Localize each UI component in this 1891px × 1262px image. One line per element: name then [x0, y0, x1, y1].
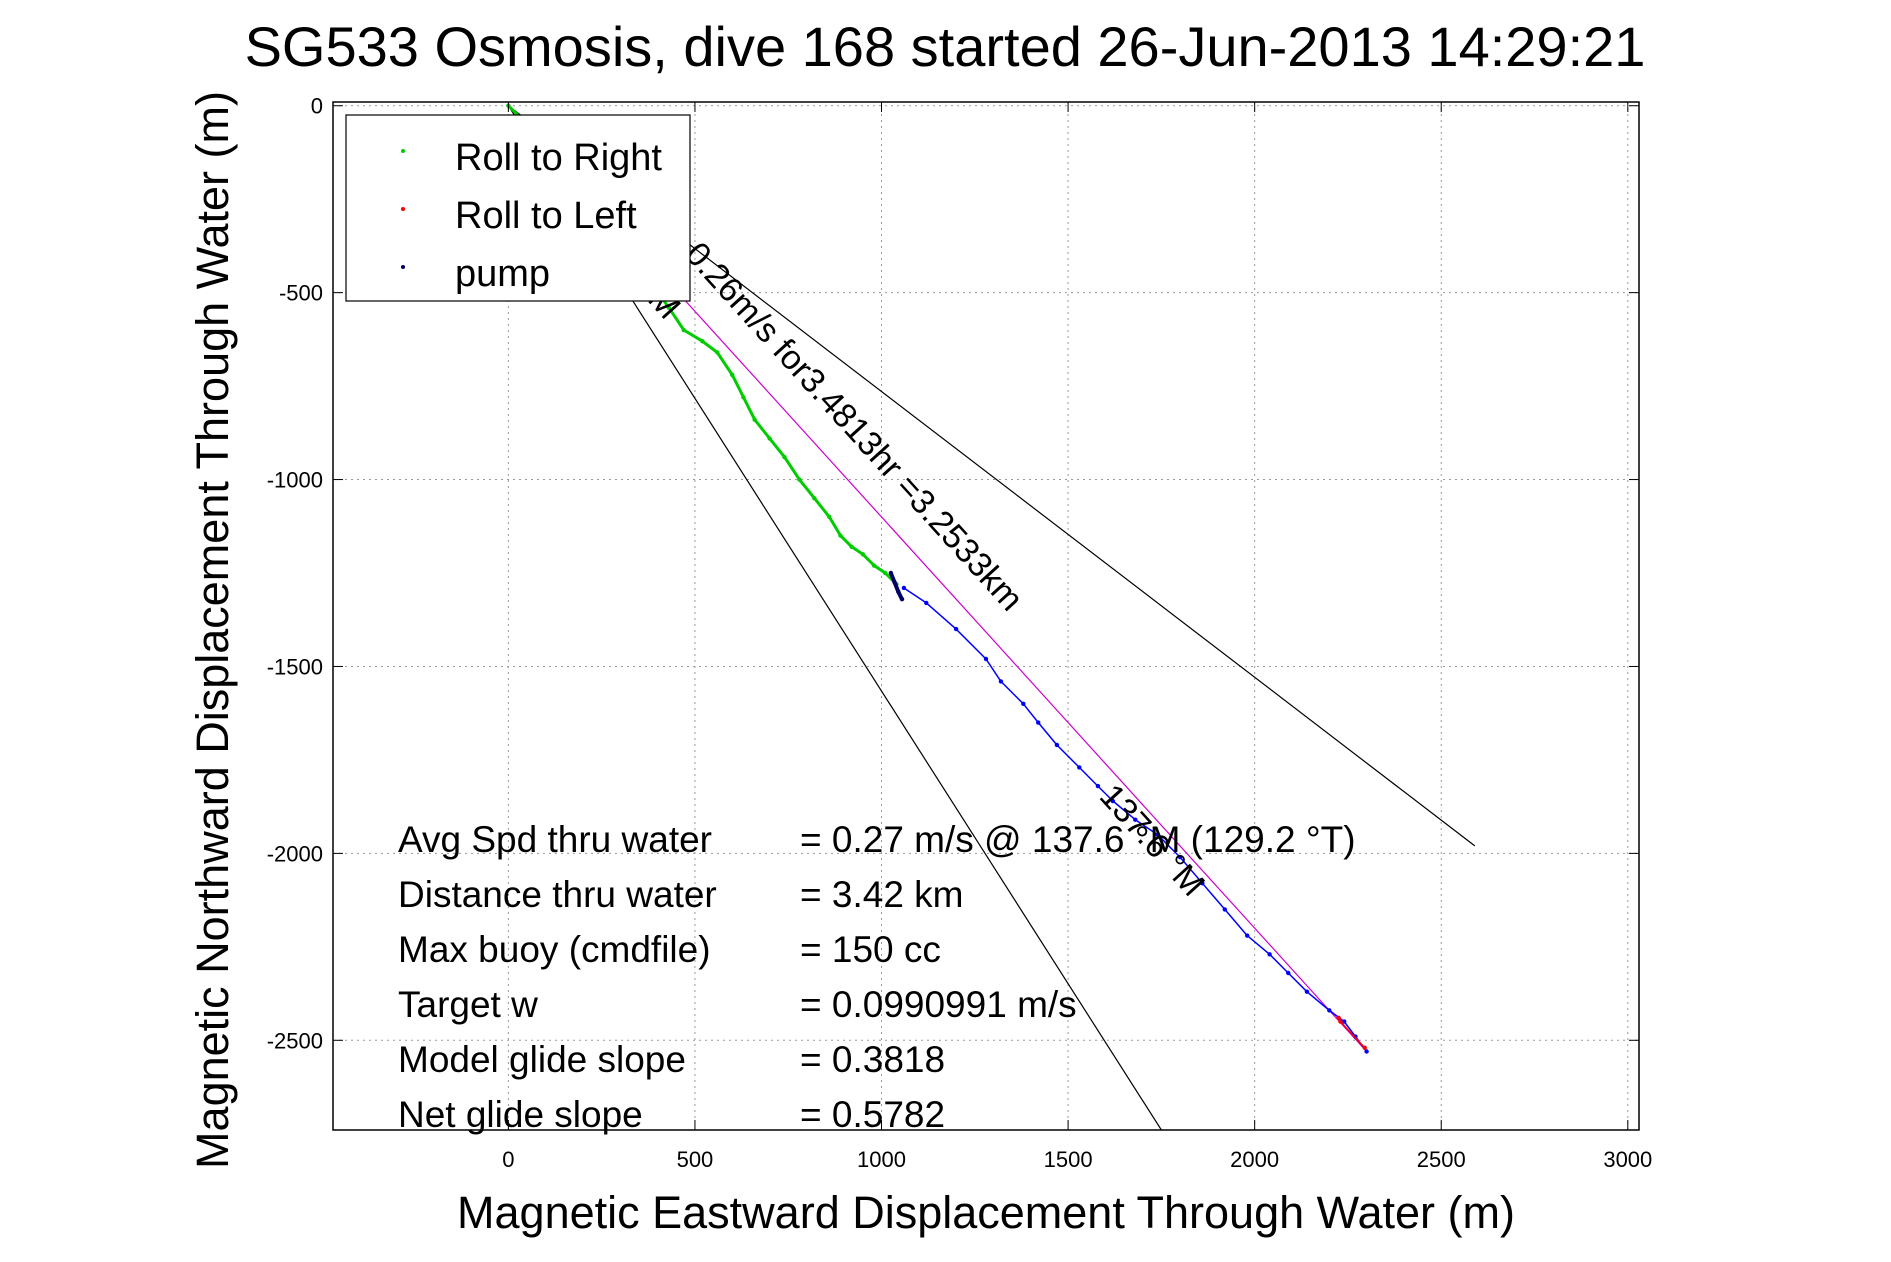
x-tick-label: 3000: [1603, 1147, 1652, 1172]
data-point: [1222, 907, 1228, 912]
data-point: [1054, 742, 1060, 748]
data-point: [849, 544, 854, 550]
data-point: [871, 563, 877, 568]
stat-value: = 0.5782: [800, 1094, 945, 1135]
data-point: [827, 514, 832, 520]
stats-block: Avg Spd thru water = 0.27 m/s @ 137.6 °M…: [398, 819, 1356, 1135]
data-point: [666, 305, 672, 310]
stat-value: = 0.3818: [800, 1039, 945, 1080]
data-point: [1327, 1008, 1332, 1013]
data-point: [953, 626, 959, 632]
data-point: [1133, 817, 1138, 822]
data-point: [838, 533, 843, 538]
legend-marker-roll-left: [401, 207, 405, 211]
data-point: [1177, 854, 1183, 860]
stat-label: Model glide slope: [398, 1039, 686, 1080]
data-point: [983, 656, 989, 662]
data-point: [1077, 765, 1082, 770]
data-point: [1267, 952, 1272, 957]
y-axis-label: Magnetic Northward Displacement Through …: [187, 91, 238, 1169]
data-point: [752, 417, 757, 422]
legend: Roll to Right Roll to Left pump: [345, 114, 691, 302]
data-point: [700, 339, 705, 344]
data-point: [924, 600, 929, 606]
x-tick-label: 2000: [1230, 1147, 1279, 1172]
series-line-dive-track: [903, 587, 1368, 1052]
x-tick-label: 1500: [1044, 1147, 1093, 1172]
stat-label: Avg Spd thru water: [398, 819, 712, 860]
data-point: [1286, 970, 1291, 976]
data-point: [1021, 701, 1026, 707]
stat-label: Target w: [398, 984, 538, 1025]
y-tick-label: -2000: [267, 841, 323, 866]
data-point: [741, 395, 746, 400]
data-point: [1036, 720, 1041, 725]
x-tick-label: 500: [677, 1147, 714, 1172]
data-point: [1362, 1045, 1367, 1050]
data-point: [1342, 1019, 1347, 1024]
data-point: [901, 585, 907, 591]
data-point: [998, 679, 1004, 684]
data-point: [1200, 881, 1205, 886]
legend-label-pump: pump: [455, 253, 550, 295]
data-point: [715, 350, 720, 355]
x-tick-label: 2500: [1417, 1147, 1466, 1172]
x-tick-label: 0: [502, 1147, 514, 1172]
y-tick-label: -2500: [267, 1028, 323, 1053]
data-point: [1336, 1015, 1341, 1021]
data-point: [1110, 798, 1116, 804]
stat-value: = 0.0990991 m/s: [800, 984, 1077, 1025]
legend-marker-pump: [401, 265, 405, 269]
series-line-pump: [888, 572, 904, 601]
data-point: [730, 372, 735, 378]
data-point: [1245, 933, 1250, 938]
data-point: [797, 477, 802, 482]
stat-label: Max buoy (cmdfile): [398, 929, 711, 970]
data-point: [1304, 989, 1310, 994]
data-point: [892, 580, 897, 585]
stat-value: = 3.42 km: [800, 874, 964, 915]
data-point: [782, 454, 787, 460]
legend-label-roll-right: Roll to Right: [455, 137, 662, 179]
data-point: [1338, 1019, 1343, 1024]
data-point: [896, 589, 901, 594]
legend-label-roll-left: Roll to Left: [455, 195, 637, 237]
stat-label: Distance thru water: [398, 874, 717, 915]
x-tick-label: 1000: [857, 1147, 906, 1172]
data-point: [1364, 1049, 1369, 1054]
data-point: [767, 436, 772, 441]
chart-title: SG533 Osmosis, dive 168 started 26-Jun-2…: [245, 15, 1646, 78]
legend-marker-roll-right: [401, 149, 405, 153]
data-point: [883, 570, 888, 576]
y-tick-label: -500: [279, 281, 323, 306]
data-point: [681, 327, 686, 333]
x-axis-label: Magnetic Eastward Displacement Through W…: [457, 1187, 1515, 1238]
ticks: 0 500 1000 1500 2000 2500 3000 0 -500 -1000 -1500 -…: [267, 94, 1653, 1172]
data-point: [899, 596, 905, 602]
data-point: [860, 552, 866, 557]
stat-value: = 0.27 m/s @ 137.6 °M (129.2 °T): [800, 819, 1356, 860]
data-point: [812, 496, 817, 501]
data-point: [1155, 832, 1160, 837]
y-tick-label: 0: [311, 94, 323, 119]
y-tick-label: -1500: [267, 654, 323, 679]
data-point: [888, 570, 894, 576]
stat-value: = 150 cc: [800, 929, 941, 970]
data-point: [1095, 783, 1101, 789]
stat-label: Net glide slope: [398, 1094, 643, 1135]
y-tick-label: -1000: [267, 468, 323, 493]
